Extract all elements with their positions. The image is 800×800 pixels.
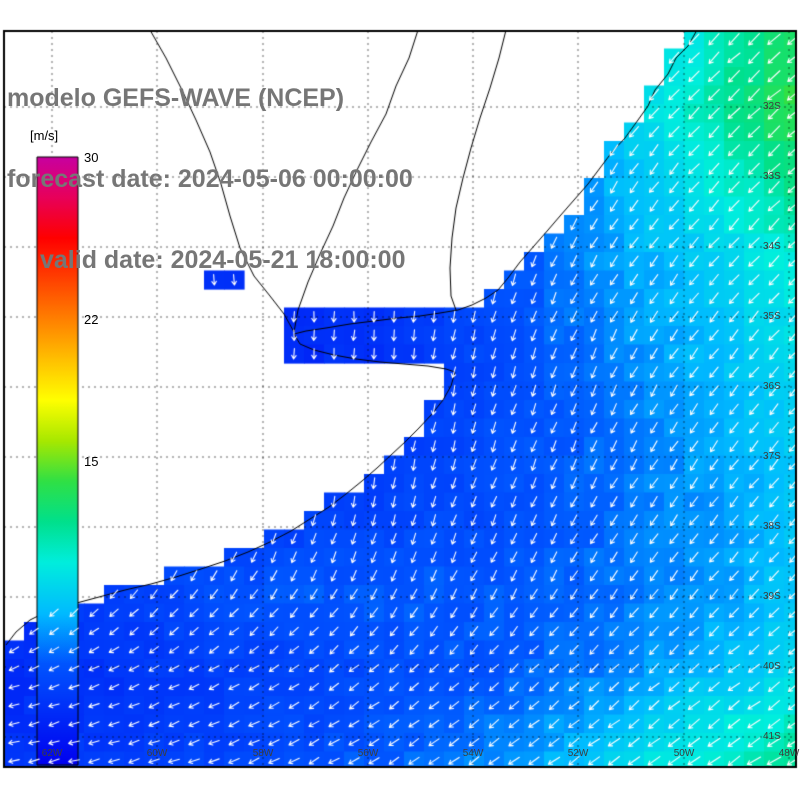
colorbar-unit-label: [m/s]: [30, 128, 59, 143]
valid-date-label: valid date: 2024-05-21 18:00:00: [40, 246, 406, 274]
model-title: modelo GEFS-WAVE (NCEP): [7, 84, 345, 112]
forecast-date-label: forecast date: 2024-05-06 00:00:00: [7, 165, 413, 193]
title-block: modelo GEFS-WAVE (NCEP) forecast date: 2…: [7, 31, 413, 328]
